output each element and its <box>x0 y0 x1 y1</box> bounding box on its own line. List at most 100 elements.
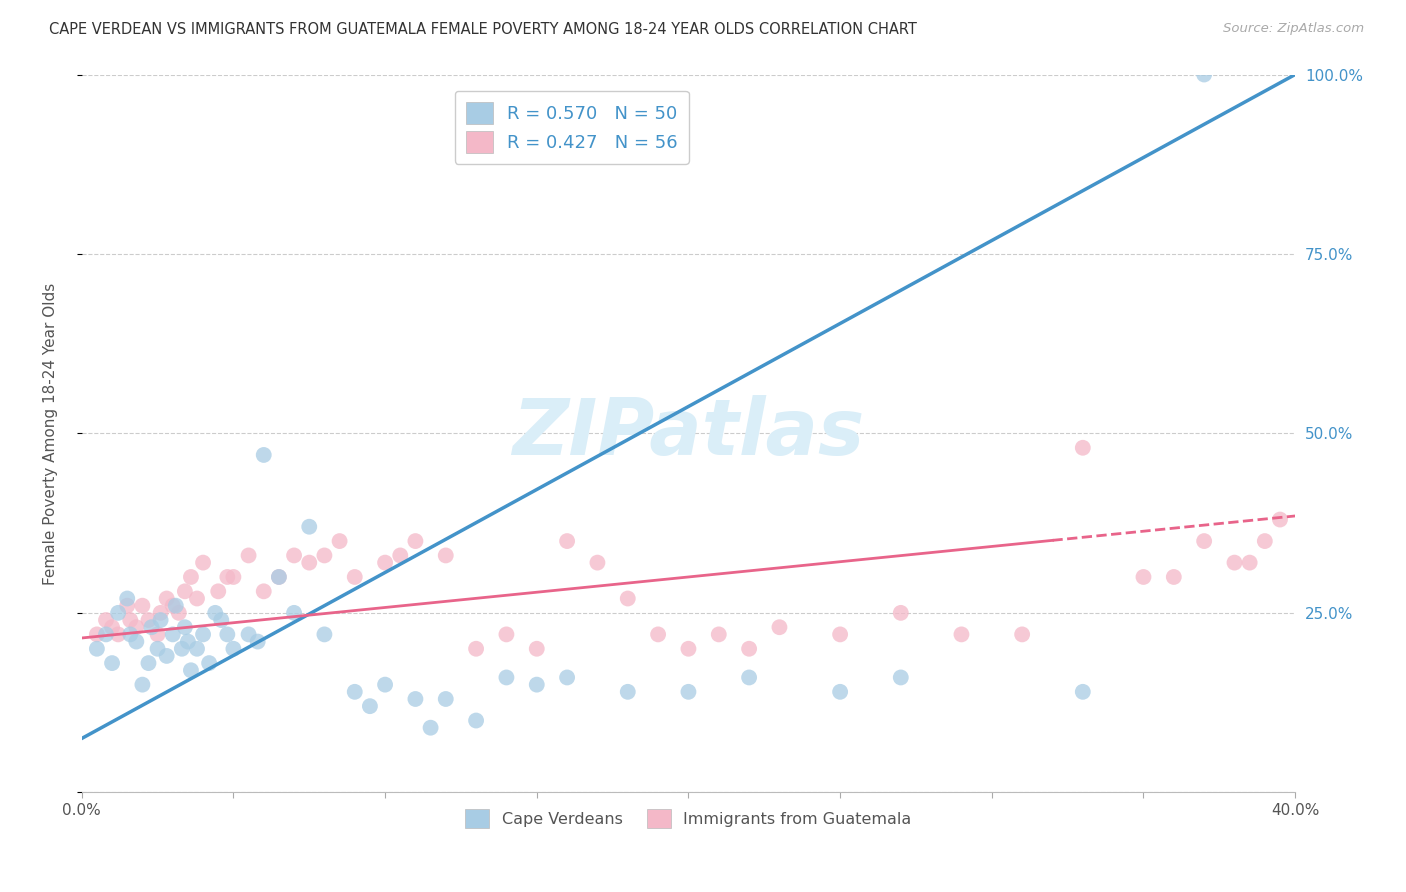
Point <box>343 570 366 584</box>
Point <box>616 591 638 606</box>
Point <box>374 678 396 692</box>
Point <box>465 714 488 728</box>
Point <box>555 670 578 684</box>
Point <box>146 641 169 656</box>
Point <box>374 556 396 570</box>
Point <box>173 584 195 599</box>
Point <box>94 613 117 627</box>
Point <box>238 549 260 563</box>
Point <box>495 627 517 641</box>
Point <box>131 599 153 613</box>
Point <box>191 627 214 641</box>
Point <box>120 627 142 641</box>
Y-axis label: Female Poverty Among 18-24 Year Olds: Female Poverty Among 18-24 Year Olds <box>44 282 58 584</box>
Point <box>115 599 138 613</box>
Point <box>246 634 269 648</box>
Point <box>526 641 548 656</box>
Point <box>180 663 202 677</box>
Point <box>1071 685 1094 699</box>
Point <box>138 613 160 627</box>
Point <box>125 620 148 634</box>
Point <box>647 627 669 641</box>
Point <box>141 620 163 634</box>
Text: CAPE VERDEAN VS IMMIGRANTS FROM GUATEMALA FEMALE POVERTY AMONG 18-24 YEAR OLDS C: CAPE VERDEAN VS IMMIGRANTS FROM GUATEMAL… <box>49 22 917 37</box>
Point <box>404 534 426 549</box>
Point <box>616 685 638 699</box>
Point <box>162 599 184 613</box>
Point <box>253 584 276 599</box>
Point <box>267 570 290 584</box>
Point <box>186 591 208 606</box>
Point <box>170 641 193 656</box>
Point <box>149 606 172 620</box>
Point <box>738 670 761 684</box>
Point <box>768 620 790 634</box>
Point <box>678 641 700 656</box>
Point <box>283 549 305 563</box>
Point <box>222 570 245 584</box>
Point <box>495 670 517 684</box>
Point <box>125 634 148 648</box>
Point <box>404 692 426 706</box>
Text: ZIPatlas: ZIPatlas <box>512 395 865 471</box>
Point <box>217 627 239 641</box>
Point <box>389 549 412 563</box>
Point <box>101 656 124 670</box>
Point <box>329 534 352 549</box>
Point <box>738 641 761 656</box>
Point <box>419 721 441 735</box>
Point <box>890 670 912 684</box>
Point <box>298 556 321 570</box>
Point <box>131 678 153 692</box>
Point <box>107 627 129 641</box>
Point <box>156 648 179 663</box>
Point <box>1239 556 1261 570</box>
Point <box>180 570 202 584</box>
Point <box>1192 68 1215 82</box>
Point <box>149 613 172 627</box>
Point <box>1268 512 1291 526</box>
Point <box>204 606 226 620</box>
Point <box>146 627 169 641</box>
Point <box>94 627 117 641</box>
Point <box>314 627 336 641</box>
Legend: Cape Verdeans, Immigrants from Guatemala: Cape Verdeans, Immigrants from Guatemala <box>458 802 918 835</box>
Point <box>359 699 381 714</box>
Point <box>526 678 548 692</box>
Point <box>1223 556 1246 570</box>
Point <box>238 627 260 641</box>
Point <box>1011 627 1033 641</box>
Point <box>207 584 229 599</box>
Point <box>707 627 730 641</box>
Point <box>1254 534 1277 549</box>
Point <box>434 692 457 706</box>
Point <box>343 685 366 699</box>
Point <box>138 656 160 670</box>
Point <box>1071 441 1094 455</box>
Point <box>830 627 852 641</box>
Point <box>156 591 179 606</box>
Point <box>298 520 321 534</box>
Point <box>253 448 276 462</box>
Point <box>890 606 912 620</box>
Point <box>165 599 187 613</box>
Point <box>86 641 108 656</box>
Point <box>209 613 232 627</box>
Point <box>177 634 200 648</box>
Point <box>283 606 305 620</box>
Point <box>222 641 245 656</box>
Point <box>465 641 488 656</box>
Point <box>1192 534 1215 549</box>
Point <box>586 556 609 570</box>
Point <box>186 641 208 656</box>
Point <box>434 549 457 563</box>
Point <box>115 591 138 606</box>
Point <box>678 685 700 699</box>
Point <box>217 570 239 584</box>
Point <box>120 613 142 627</box>
Point <box>314 549 336 563</box>
Point <box>101 620 124 634</box>
Point <box>950 627 973 641</box>
Point <box>830 685 852 699</box>
Text: Source: ZipAtlas.com: Source: ZipAtlas.com <box>1223 22 1364 36</box>
